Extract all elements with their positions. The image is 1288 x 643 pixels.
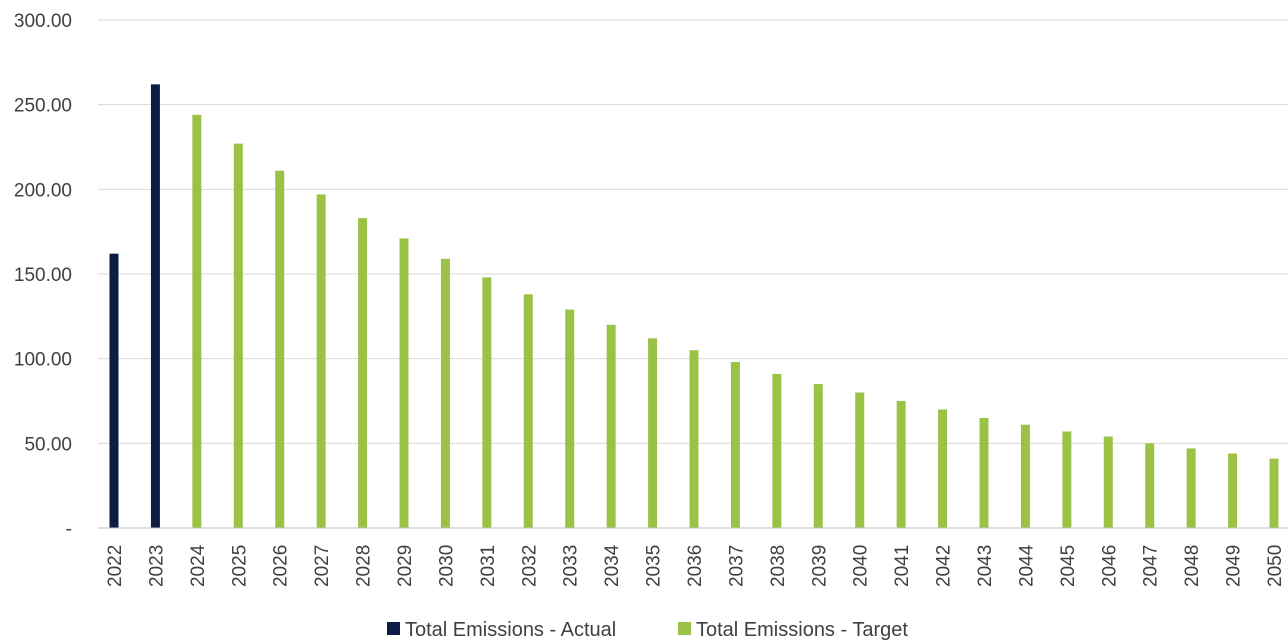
bar-2050 xyxy=(1269,458,1279,528)
x-tick-label: 2049 xyxy=(1224,545,1245,587)
x-tick-label: 2041 xyxy=(892,545,913,587)
x-tick-label: 2050 xyxy=(1265,545,1286,587)
x-tick-label: 2028 xyxy=(354,545,375,587)
bar-2045 xyxy=(1062,431,1072,528)
x-tick-label: 2043 xyxy=(975,545,996,587)
bar-2041 xyxy=(896,401,906,528)
x-tick-label: 2036 xyxy=(685,545,706,587)
x-tick-label: 2027 xyxy=(312,545,333,587)
y-tick-label: 100.00 xyxy=(14,350,72,371)
bars xyxy=(109,84,1279,529)
y-tick-label: 300.00 xyxy=(14,11,72,32)
x-tick-label: 2045 xyxy=(1058,545,1079,587)
x-tick-label: 2048 xyxy=(1182,545,1203,587)
y-tick-label: 50.00 xyxy=(24,434,72,455)
bar-2035 xyxy=(648,338,658,528)
bar-2048 xyxy=(1186,448,1196,528)
legend-swatch xyxy=(678,622,691,635)
x-tick-label: 2034 xyxy=(602,544,623,587)
x-tick-label: 2025 xyxy=(229,545,250,587)
bar-2034 xyxy=(606,324,616,528)
bar-2023 xyxy=(150,84,160,528)
x-tick-label: 2038 xyxy=(768,545,789,587)
y-tick-label: - xyxy=(66,519,72,540)
x-tick-label: 2039 xyxy=(809,545,830,587)
bar-2030 xyxy=(440,258,450,528)
legend-label: Total Emissions - Actual xyxy=(405,619,616,641)
bar-2024 xyxy=(192,114,202,529)
x-tick-label: 2046 xyxy=(1099,545,1120,587)
bar-2031 xyxy=(482,277,492,528)
x-tick-label: 2031 xyxy=(478,545,499,587)
x-tick-label: 2042 xyxy=(934,545,955,587)
y-tick-label: 150.00 xyxy=(14,265,72,286)
bar-2038 xyxy=(772,373,782,528)
bar-2027 xyxy=(316,194,326,528)
x-tick-label: 2029 xyxy=(395,545,416,587)
bar-2042 xyxy=(938,409,948,528)
x-tick-label: 2032 xyxy=(519,545,540,587)
bar-2032 xyxy=(523,294,533,528)
bar-2033 xyxy=(565,309,575,528)
y-tick-label: 200.00 xyxy=(14,180,72,201)
x-tick-label: 2023 xyxy=(146,545,167,587)
bar-2049 xyxy=(1228,453,1238,528)
bar-2036 xyxy=(689,350,699,528)
bar-2043 xyxy=(979,417,989,528)
bar-2047 xyxy=(1145,443,1155,528)
x-tick-label: 2040 xyxy=(851,545,872,587)
bar-2028 xyxy=(358,218,368,528)
x-tick-label: 2044 xyxy=(1016,544,1037,587)
bar-2040 xyxy=(855,392,865,528)
y-tick-label: 250.00 xyxy=(14,96,72,117)
x-tick-label: 2026 xyxy=(271,545,292,587)
bar-2025 xyxy=(233,143,243,528)
x-tick-label: 2037 xyxy=(726,545,747,587)
x-tick-label: 2035 xyxy=(644,545,665,587)
x-tick-label: 2033 xyxy=(561,545,582,587)
bar-2022 xyxy=(109,253,119,528)
bar-2044 xyxy=(1020,424,1030,528)
bar-2046 xyxy=(1103,436,1113,528)
legend-swatch xyxy=(387,622,400,635)
grid-lines xyxy=(98,19,1288,444)
bar-2037 xyxy=(730,362,740,528)
x-tick-label: 2030 xyxy=(436,545,457,587)
bar-2039 xyxy=(813,384,823,528)
bar-2026 xyxy=(275,170,285,528)
x-tick-labels: 2022 2023 2024 2025 2026 2027 2028 2029 2030 2031… xyxy=(105,544,1286,587)
legend-label: Total Emissions - Target xyxy=(696,619,908,641)
x-tick-label: 2047 xyxy=(1141,545,1162,587)
x-tick-label: 2022 xyxy=(105,545,126,587)
bar-2029 xyxy=(399,238,409,528)
legend: Total Emissions - Actual Total Emissions … xyxy=(387,619,908,641)
x-tick-label: 2024 xyxy=(188,544,209,587)
y-tick-labels: - 50.00 100.00 150.00 200.00 250.00 300.00 xyxy=(14,11,72,540)
